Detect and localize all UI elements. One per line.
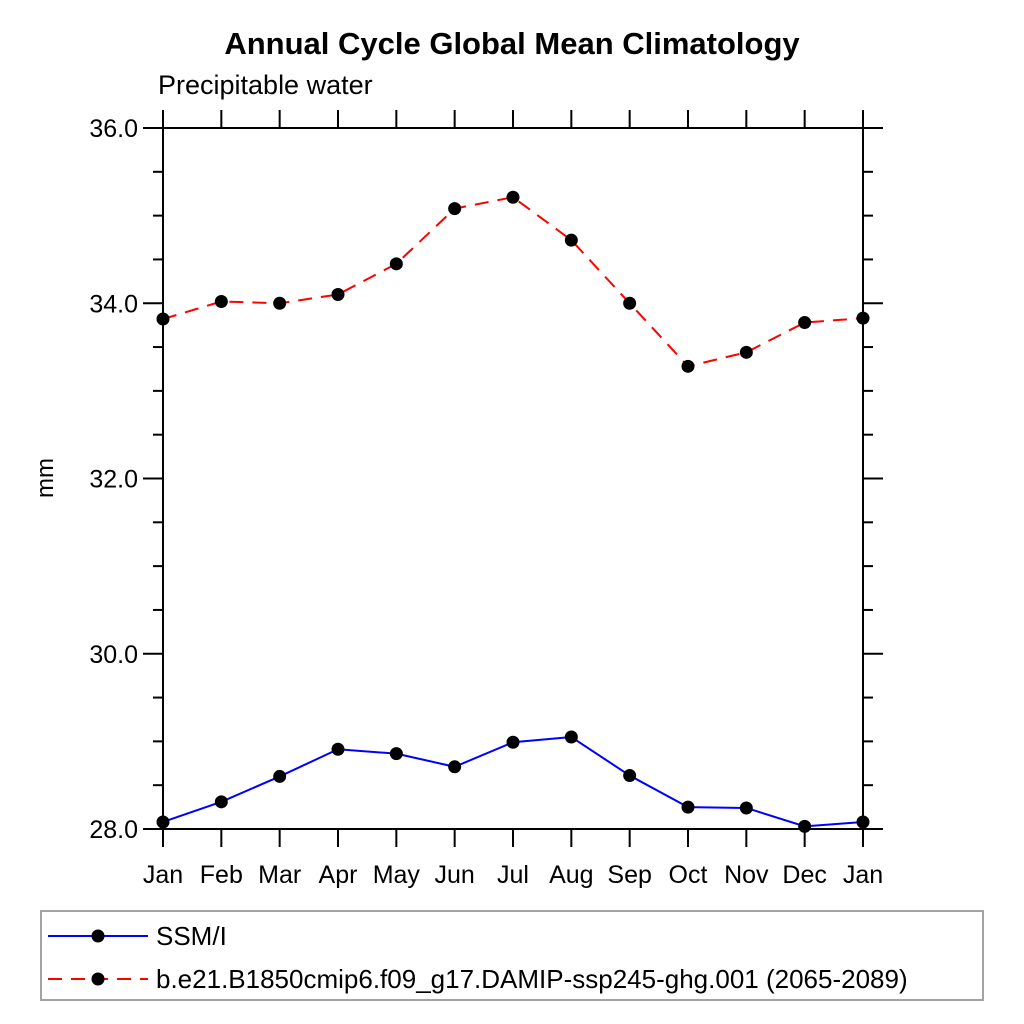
legend-marker-dot — [91, 972, 105, 986]
series-line-1 — [162, 196, 864, 368]
x-tick-label: May — [373, 861, 421, 889]
data-point — [273, 769, 287, 783]
data-point — [564, 730, 578, 744]
data-point — [798, 819, 812, 833]
plot-area: Jan Feb Mar Apr May Jun Jul Aug Sep Oct Nov Dec Jan2… — [89, 110, 883, 889]
data-point — [739, 345, 753, 359]
legend-label-model: b.e21.B1850cmip6.f09_g17.DAMIP-ssp245-gh… — [156, 963, 908, 994]
data-point — [448, 760, 462, 774]
data-point — [564, 233, 578, 247]
data-point — [856, 815, 870, 829]
data-point — [156, 815, 170, 829]
legend-entry-model: b.e21.B1850cmip6.f09_g17.DAMIP-ssp245-gh… — [44, 961, 908, 997]
data-point — [156, 312, 170, 326]
x-tick-label: Mar — [258, 861, 301, 889]
plot-frame — [162, 127, 864, 830]
y-tick-label: 34.0 — [89, 290, 138, 318]
x-tick-label: Oct — [669, 861, 708, 889]
x-tick-label: Apr — [319, 861, 358, 889]
x-tick-label: Jan — [843, 861, 883, 889]
data-point — [389, 257, 403, 271]
chart-title: Annual Cycle Global Mean Climatology — [224, 26, 800, 61]
data-point — [448, 202, 462, 216]
chart-left-subtitle: Precipitable water — [158, 70, 373, 100]
data-point — [331, 742, 345, 756]
legend-label-ssmi: SSM/I — [156, 920, 227, 951]
legend-sample-solid-line — [48, 929, 148, 943]
x-tick-label: Jul — [497, 861, 529, 889]
legend-entry-ssmi: SSM/I — [44, 918, 227, 954]
data-point — [739, 801, 753, 815]
data-point — [214, 294, 228, 308]
x-tick-label: Nov — [724, 861, 769, 889]
data-point — [856, 311, 870, 325]
y-tick-label: 36.0 — [89, 115, 138, 143]
data-point — [681, 359, 695, 373]
y-tick-label: 30.0 — [89, 641, 138, 669]
data-point — [273, 296, 287, 310]
legend-sample-dashed-line — [48, 972, 148, 986]
data-point — [506, 190, 520, 204]
data-point — [798, 316, 812, 330]
x-tick-label: Dec — [782, 861, 826, 889]
data-point — [506, 735, 520, 749]
legend-marker-dot — [91, 929, 105, 943]
data-point — [623, 769, 637, 783]
data-point — [623, 296, 637, 310]
x-tick-label: Jan — [143, 861, 183, 889]
legend-box: SSM/I b.e21.B1850cmip6.f09_g17.DAMIP-ssp… — [40, 910, 984, 1001]
data-point — [389, 747, 403, 761]
y-tick-label: 28.0 — [89, 816, 138, 844]
data-point — [331, 287, 345, 301]
y-tick-label: 32.0 — [89, 466, 138, 494]
x-tick-label: Aug — [549, 861, 593, 889]
series-line-0 — [162, 735, 864, 828]
x-tick-label: Feb — [200, 861, 243, 889]
x-tick-label: Jun — [435, 861, 475, 889]
x-tick-label: Sep — [607, 861, 651, 889]
data-point — [214, 795, 228, 809]
data-point — [681, 800, 695, 814]
